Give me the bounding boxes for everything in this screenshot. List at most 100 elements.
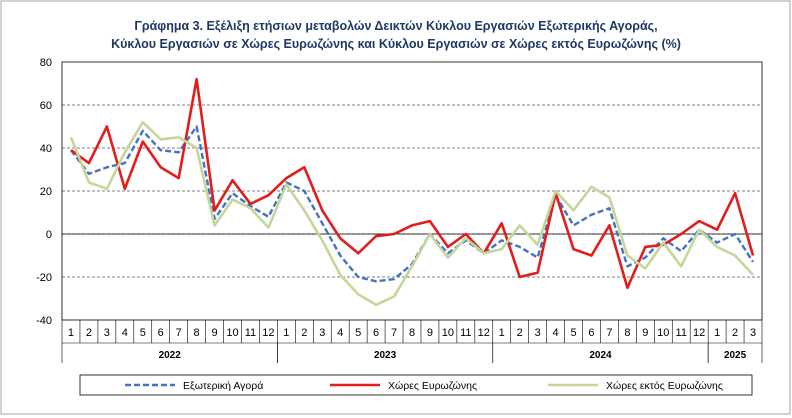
x-tick-label: 11 [460,327,471,339]
data-point-s1 [177,151,179,153]
x-tick-label: 9 [212,327,218,339]
data-point-s2 [716,229,718,231]
data-point-s1 [142,130,144,132]
data-point-s1 [536,256,538,258]
data-point-s2 [303,166,305,168]
x-tick-label: 7 [606,327,612,339]
series-line-2 [70,77,755,290]
legend: Εξωτερική Αγορά Χώρες Ευρωζώνης Χώρες εκτό… [79,374,753,396]
data-point-s2 [536,272,538,274]
data-point-s3 [267,226,269,228]
data-point-s2 [518,276,520,278]
chart-title-line1: Γράφημα 3. Εξέλιξη ετήσιων μεταβολών Δει… [134,19,657,33]
data-point-s1 [124,162,126,164]
data-point-s2 [501,222,503,224]
data-point-s3 [572,209,574,211]
x-tick-label: 1 [68,327,74,339]
legend-label-3: Χώρες εκτός Ευρωζώνης [606,380,723,392]
data-point-s1 [375,280,377,282]
data-point-s3 [411,265,413,267]
x-tick-label: 4 [337,327,343,339]
plot-area-border [61,61,763,321]
x-tick-label: 1 [714,327,720,339]
x-tick-label: 5 [570,327,576,339]
data-point-s1 [321,222,323,224]
data-point-s1 [518,246,520,248]
data-point-s3 [88,181,90,183]
x-tick-label: 8 [409,327,415,339]
year-label: 2025 [724,350,747,361]
data-point-s2 [88,162,90,164]
data-point-s2 [267,194,269,196]
data-point-s1 [393,278,395,280]
data-point-s3 [626,254,628,256]
x-tick-label: 3 [750,327,756,339]
data-point-s3 [231,198,233,200]
data-point-s2 [249,203,251,205]
data-point-s3 [483,252,485,254]
data-point-s3 [106,188,108,190]
year-label: 2024 [589,350,612,361]
y-tick-label: 0 [46,229,52,241]
data-point-s2 [590,254,592,256]
legend-label-2: Χώρες Ευρωζώνης [388,380,477,392]
data-point-s2 [608,224,610,226]
data-point-s1 [106,166,108,168]
data-point-s3 [447,256,449,258]
data-point-s3 [608,196,610,198]
x-tick-label: 12 [478,327,490,339]
data-point-s2 [339,237,341,239]
x-tick-label: 2 [86,327,92,339]
legend-label-1: Εξωτερική Αγορά [183,380,263,392]
x-tick-label: 8 [624,327,630,339]
x-tick-label: 11 [245,327,256,339]
data-point-s1 [267,216,269,218]
data-point-s2 [213,209,215,211]
data-point-s3 [339,274,341,276]
data-point-s2 [734,192,736,194]
y-tick-label: -40 [36,315,52,327]
x-tick-label: 10 [442,327,454,339]
y-tick-label: -20 [36,272,52,284]
data-point-s3 [501,248,503,250]
data-point-s1 [752,261,754,263]
x-tick-label: 2 [517,327,523,339]
data-point-s1 [680,250,682,252]
data-point-s3 [518,224,520,226]
data-point-s3 [662,241,664,243]
data-point-s2 [447,246,449,248]
data-point-s1 [590,213,592,215]
data-point-s3 [249,207,251,209]
x-tick-label: 4 [122,327,128,339]
data-point-s3 [357,293,359,295]
data-point-s2 [321,209,323,211]
data-point-s2 [231,179,233,181]
data-point-s2 [644,246,646,248]
data-point-s3 [70,136,72,138]
data-point-s2 [357,252,359,254]
data-point-s3 [142,121,144,123]
data-point-s2 [70,149,72,151]
data-point-s2 [465,233,467,235]
data-point-s3 [644,267,646,269]
data-point-s3 [213,224,215,226]
x-tick-label: 12 [262,327,274,339]
year-label: 2022 [159,350,182,361]
data-point-s3 [375,304,377,306]
data-point-s3 [752,274,754,276]
data-point-s1 [626,265,628,267]
data-point-s2 [106,125,108,127]
chart-title-line2: Κύκλου Εργασιών σε Χώρες Ευρωζώνης και Κ… [111,37,681,51]
x-tick-label: 1 [283,327,289,339]
x-tick-label: 10 [657,327,669,339]
data-point-s3 [393,295,395,297]
data-point-s2 [142,140,144,142]
year-label: 2023 [374,350,397,361]
x-tick-label: 1 [499,327,505,339]
data-point-s2 [195,78,197,80]
data-point-s1 [608,207,610,209]
data-point-s3 [285,183,287,185]
